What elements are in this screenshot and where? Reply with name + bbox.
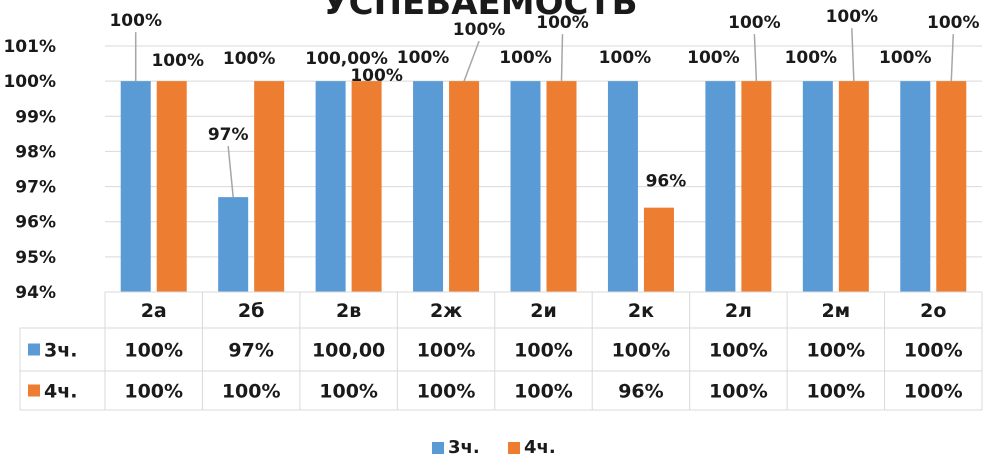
data-label-s1-2: 100,00% [305, 49, 388, 69]
data-label-s2-6: 100% [728, 13, 781, 33]
data-table: 2а 2б 2в 2ж 2и 2к 2л 2м 2о 3ч. 100% 97% 100,00 100% 10… [19, 291, 983, 411]
bar-s1-3 [413, 81, 444, 293]
data-label-s2-5: 96% [646, 172, 687, 192]
data-label-s2-8: 100% [927, 13, 980, 33]
data-label-s1-6: 100% [687, 48, 740, 68]
table-cell: 97% [228, 340, 273, 362]
legend: 3ч. 4ч. [432, 437, 556, 454]
bar-s1-2 [315, 81, 346, 293]
bar-s2-1 [254, 81, 285, 293]
data-label-s2-1: 100% [223, 49, 276, 69]
table-cell: 100% [124, 381, 183, 403]
bar-s2-7 [838, 81, 869, 293]
bar-s1-8 [900, 81, 931, 293]
y-tick-label: 98% [15, 142, 56, 162]
x-tick-label: 2а [141, 300, 167, 322]
table-cell: 100% [806, 381, 865, 403]
leader-line [227, 146, 234, 198]
x-tick-label: 2о [920, 300, 946, 322]
data-label-s1-7: 100% [785, 48, 838, 68]
table-cell: 100% [904, 381, 963, 403]
x-tick-label: 2в [336, 300, 361, 322]
leader-line [560, 34, 564, 82]
legend-label: 4ч. [524, 437, 556, 454]
data-label-s1-3: 100% [397, 48, 450, 68]
x-tick-label: 2и [530, 300, 557, 322]
data-label-s1-5: 100% [599, 48, 652, 68]
table-cell: 100% [319, 381, 378, 403]
table-legend-key [28, 384, 40, 397]
bar-s1-0 [120, 81, 151, 293]
data-label-s1-8: 100% [879, 48, 932, 68]
bar-s2-6 [741, 81, 772, 293]
bar-s1-7 [802, 81, 833, 293]
data-label-s2-3: 100% [453, 20, 506, 40]
bar-s2-2 [351, 81, 382, 293]
y-tick-label: 99% [15, 107, 56, 127]
data-label-s2-0: 100% [151, 51, 204, 71]
table-cell: 100% [124, 340, 183, 362]
x-tick-label: 2б [238, 300, 265, 322]
data-label-s2-7: 100% [826, 7, 879, 27]
y-tick-label: 100% [3, 72, 56, 92]
y-tick-label: 95% [15, 248, 56, 268]
table-cell: 100% [514, 381, 573, 403]
table-series-name: 4ч. [44, 381, 77, 403]
x-tick-label: 2л [725, 300, 752, 322]
y-tick-label: 97% [15, 178, 56, 198]
leader-line [753, 34, 758, 82]
table-cell: 100,00 [312, 340, 385, 362]
bar-s1-6 [705, 81, 736, 293]
table-cell: 100% [806, 340, 865, 362]
y-tick-label: 96% [15, 213, 56, 233]
leader-lines [134, 28, 955, 198]
bar-s2-8 [936, 81, 967, 293]
y-axis-ticks: 94% 95% 96% 97% 98% 99% 100% 101% [3, 37, 56, 303]
bar-s1-4 [510, 81, 541, 293]
legend-label: 3ч. [448, 437, 480, 454]
bar-s2-0 [156, 81, 187, 293]
chart-title: УСПЕВАЕМОСТЬ [322, 0, 637, 23]
table-cell: 100% [904, 340, 963, 362]
legend-key [508, 442, 520, 454]
bar-s2-5 [643, 207, 674, 292]
legend-key [432, 442, 444, 454]
data-label-s2-4: 100% [536, 13, 589, 33]
table-cell: 100% [514, 340, 573, 362]
y-tick-label: 94% [15, 283, 56, 303]
leader-line [463, 40, 480, 82]
table-cell: 100% [709, 381, 768, 403]
table-cell: 100% [417, 340, 476, 362]
table-cell: 100% [612, 340, 671, 362]
x-tick-label: 2ж [430, 300, 462, 322]
x-tick-label: 2м [821, 300, 850, 322]
data-label-s1-4: 100% [499, 48, 552, 68]
data-labels: 100%100%97%100% 100,00%100%100%100%100%10… [109, 7, 979, 192]
table-cell: 100% [222, 381, 281, 403]
x-tick-label: 2к [628, 300, 654, 322]
table-series-name: 3ч. [44, 340, 77, 362]
bar-s2-4 [546, 81, 577, 293]
data-label-s2-2: 100% [350, 66, 403, 86]
bars [120, 81, 967, 293]
y-tick-label: 101% [3, 37, 56, 57]
leader-line [950, 34, 955, 82]
bar-s1-5 [607, 81, 638, 293]
leader-line [851, 28, 855, 82]
data-label-s1-1: 97% [208, 125, 249, 145]
table-legend-key [28, 343, 40, 356]
bar-s1-1 [218, 197, 249, 292]
table-cell: 96% [618, 381, 663, 403]
table-cell: 100% [417, 381, 476, 403]
data-label-s1-0: 100% [109, 11, 162, 31]
table-cell: 100% [709, 340, 768, 362]
bar-s2-3 [449, 81, 480, 293]
